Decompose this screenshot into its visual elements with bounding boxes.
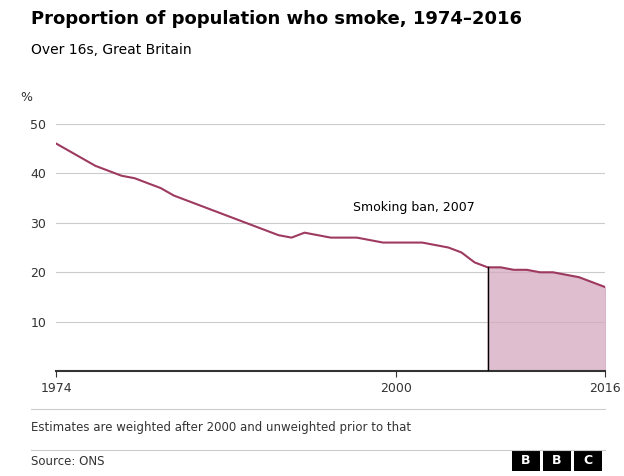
Text: Smoking ban, 2007: Smoking ban, 2007 bbox=[353, 201, 474, 214]
Text: Source: ONS: Source: ONS bbox=[31, 455, 105, 467]
Text: B: B bbox=[521, 454, 530, 467]
Text: Proportion of population who smoke, 1974–2016: Proportion of population who smoke, 1974… bbox=[31, 10, 522, 28]
Text: %: % bbox=[21, 91, 32, 104]
Text: C: C bbox=[583, 454, 593, 467]
Text: Estimates are weighted after 2000 and unweighted prior to that: Estimates are weighted after 2000 and un… bbox=[31, 421, 411, 434]
Text: Over 16s, Great Britain: Over 16s, Great Britain bbox=[31, 43, 192, 57]
Text: B: B bbox=[552, 454, 562, 467]
